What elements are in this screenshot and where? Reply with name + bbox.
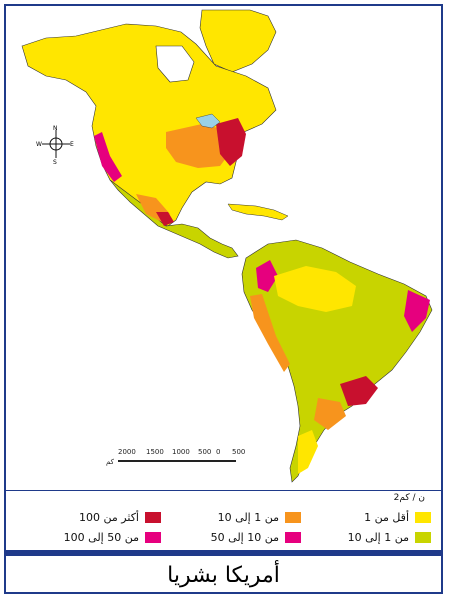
legend-label-10-50: من 10 إلى 50 xyxy=(210,531,279,544)
legend-swatch-1-10 xyxy=(415,532,431,543)
legend-label-orange: من 1 إلى 10 xyxy=(217,511,279,524)
legend-swatch-lt1 xyxy=(415,512,431,523)
scale-line xyxy=(118,460,236,462)
legend-label-50-100: من 50 إلى 100 xyxy=(63,531,139,544)
compass-s: S xyxy=(53,159,57,164)
density-magenta-usa-west xyxy=(94,132,122,182)
density-red-brazil-se xyxy=(340,376,378,406)
americas-map xyxy=(21,9,433,483)
scale-tick-2000: 2000 xyxy=(118,448,136,456)
density-yellow-amazon xyxy=(274,266,356,312)
legend-swatch-10-50 xyxy=(285,532,301,543)
hudson-bay xyxy=(155,45,195,83)
legend-label-lt1: أقل من 1 xyxy=(364,511,409,524)
compass-rose: N S E W xyxy=(36,124,76,164)
map-title: أمريكا بشريا xyxy=(167,563,280,588)
legend-label-1-10: من 1 إلى 10 xyxy=(347,531,409,544)
compass-n: N xyxy=(53,125,58,132)
density-yellow-patagonia xyxy=(298,430,318,474)
greenland xyxy=(199,9,277,73)
compass-icon: N S E W xyxy=(36,125,74,164)
legend-swatch-orange xyxy=(285,512,301,523)
density-red-usa-east xyxy=(216,118,246,166)
legend-item-10-50: من 10 إلى 50 xyxy=(211,531,301,544)
legend-item-lt1: أقل من 1 xyxy=(364,511,431,524)
title-divider xyxy=(6,550,441,556)
legend-swatch-50-100 xyxy=(145,532,161,543)
legend-unit: ن / كم2 xyxy=(393,493,425,503)
density-magenta-colombia xyxy=(256,260,278,292)
density-red-mexico xyxy=(156,212,174,226)
scale-unit: كم xyxy=(106,458,114,466)
legend-swatch-gt100 xyxy=(145,512,161,523)
density-magenta-brazil-ne xyxy=(404,290,430,332)
compass-e: E xyxy=(70,141,74,148)
scale-tick-500-left: 500 xyxy=(198,448,212,456)
caribbean xyxy=(227,203,289,221)
map-area: N S E W 2000 1500 1000 500 0 500 كم xyxy=(6,6,441,490)
legend-item-50-100: من 50 إلى 100 xyxy=(64,531,161,544)
compass-w: W xyxy=(36,141,42,148)
scale-tick-0: 0 xyxy=(216,448,221,456)
scale-tick-500-right: 500 xyxy=(232,448,246,456)
density-orange-argentina xyxy=(314,398,346,430)
great-lakes xyxy=(195,113,221,129)
density-orange-usa xyxy=(166,124,232,168)
legend-item-1-10: من 1 إلى 10 xyxy=(348,531,431,544)
north-america xyxy=(21,23,277,227)
legend-item-orange: من 1 إلى 10 xyxy=(218,511,301,524)
scale-tick-1000: 1000 xyxy=(172,448,190,456)
scale-bar: 2000 1500 1000 500 0 500 كم xyxy=(106,448,256,474)
scale-tick-1500: 1500 xyxy=(146,448,164,456)
legend-item-gt100: أكثر من 100 xyxy=(79,511,161,524)
density-orange-andes xyxy=(250,294,290,372)
legend: ن / كم2 أقل من 1 من 1 إلى 10 من 1 إلى 10… xyxy=(6,490,441,549)
legend-label-gt100: أكثر من 100 xyxy=(79,511,139,524)
